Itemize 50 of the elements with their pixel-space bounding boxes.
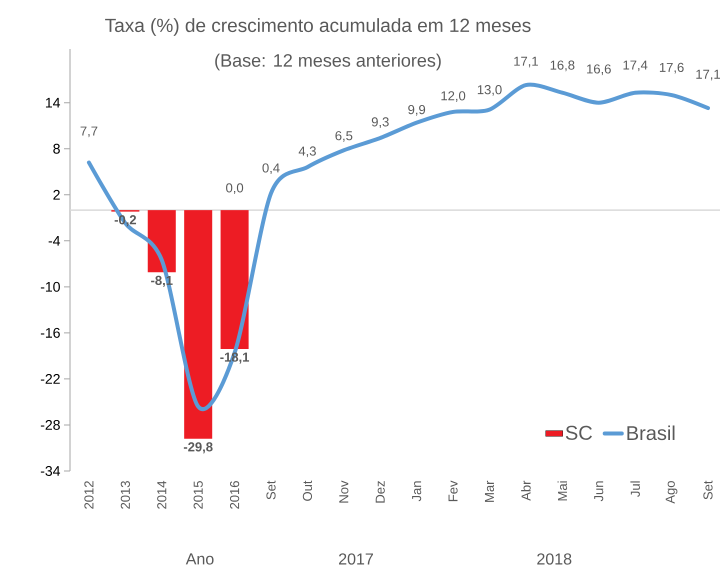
annotation: 12,0 — [441, 91, 466, 102]
x-tick-label: Out — [302, 480, 312, 501]
y-tick-label: 14 — [46, 98, 60, 108]
x-tick-label: 2013 — [120, 481, 130, 509]
x-tick-label: Ago — [666, 481, 678, 504]
x-tick-label: Abr — [521, 480, 531, 501]
annotation: 0,0 — [226, 183, 244, 194]
x-tick-label: Mai — [558, 481, 568, 500]
x-tick-label: Set — [703, 480, 713, 500]
x-tick-label: Jul — [630, 481, 640, 497]
annotation: 9,9 — [408, 105, 426, 116]
legend-label: Brasil — [627, 425, 674, 440]
legend-label: SC — [566, 426, 592, 440]
x-tick-label: 2016 — [230, 481, 240, 509]
x-tick-label: Dez — [376, 481, 385, 503]
x-tick-label: Jan — [412, 481, 422, 502]
annotation: 6,5 — [335, 131, 352, 142]
annotation: 17,4 — [623, 60, 648, 72]
y-tick-label: 8 — [53, 144, 60, 154]
text: 2018 — [537, 553, 572, 565]
annotation: 17,6 — [660, 62, 684, 74]
y-tick-label: -28 — [40, 420, 60, 430]
annotation: 4,3 — [298, 146, 316, 158]
annotation: 17,1 — [514, 56, 538, 68]
annotation: 16,8 — [550, 60, 574, 72]
text: 2017 — [339, 553, 373, 565]
x-tick-label: Fev — [448, 480, 458, 502]
annotation: 13,0 — [478, 85, 502, 96]
annotation: 17,1 — [696, 70, 720, 80]
annotation: 7,7 — [80, 126, 98, 138]
annotation: 0,4 — [262, 163, 280, 174]
x-tick-label: 2015 — [194, 481, 203, 509]
x-tick-label: 2014 — [157, 480, 166, 509]
y-tick-label: -34 — [40, 466, 60, 476]
data-label: -29,8 — [184, 442, 213, 454]
y-tick-label: -16 — [40, 328, 60, 338]
x-tick-label: 2012 — [84, 481, 94, 509]
y-tick-label: -4 — [48, 236, 60, 246]
annotation: 16,6 — [587, 64, 611, 76]
y-tick-label: -22 — [40, 374, 60, 384]
chart-subtitle: (Base: 12 meses anteriores) — [215, 54, 441, 70]
x-tick-label: Set — [266, 480, 276, 500]
x-tick-label: Mar — [484, 480, 494, 502]
chart-title: Taxa (%) de crescimento acumulada em 12 meses — [105, 18, 531, 36]
y-tick-label: -10 — [40, 282, 60, 292]
y-tick-label: 2 — [53, 190, 60, 200]
x-tick-label: Jun — [594, 481, 604, 502]
x-tick-label: Nov — [339, 480, 348, 503]
text: Ano — [186, 553, 214, 565]
annotation: 9,3 — [372, 117, 389, 128]
